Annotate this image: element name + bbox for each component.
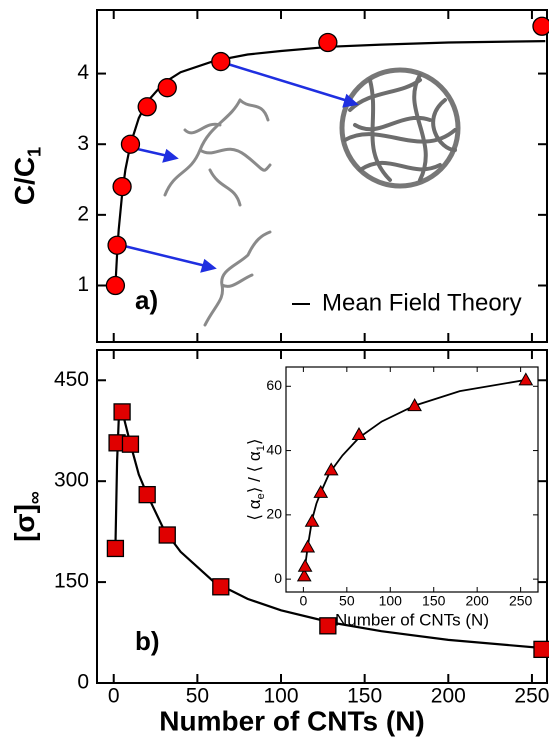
x-tick-label: 250 xyxy=(509,593,533,609)
arrow-head xyxy=(200,258,217,273)
y-axis-label-part: ⟨ α xyxy=(245,499,264,520)
y-tick-label: 0 xyxy=(274,570,282,586)
y-axis-label: ⟨ αe⟩ / ⟨ α1⟩ xyxy=(245,438,267,520)
data-point xyxy=(121,435,140,453)
data-point xyxy=(407,398,422,412)
plot-frame xyxy=(285,366,539,593)
x-tick-label: 200 xyxy=(465,593,489,609)
data-point xyxy=(112,176,132,197)
data-point xyxy=(532,16,549,36)
y-tick-label: 0 xyxy=(77,671,89,694)
y-axis-label-subscript: 1 xyxy=(24,147,44,157)
y-axis-label-part: C/C xyxy=(9,157,40,205)
data-point xyxy=(518,372,534,386)
cnt-pair xyxy=(203,230,272,327)
x-tick-label: 250 xyxy=(514,685,549,708)
y-tick-label: 2 xyxy=(77,202,89,225)
data-point xyxy=(113,403,131,421)
y-tick-label: 4 xyxy=(77,61,89,84)
y-tick-label: 300 xyxy=(54,469,89,492)
x-axis-label: Number of CNTs (N) xyxy=(159,705,424,736)
cnt-illustrations xyxy=(163,67,461,327)
arrow-head xyxy=(162,148,179,163)
data-point xyxy=(211,51,231,72)
data-point xyxy=(158,526,176,544)
data-point xyxy=(105,275,126,296)
data-point xyxy=(300,539,316,553)
cnt-ball xyxy=(339,67,461,189)
y-axis-label: [σ]∞ xyxy=(9,491,44,542)
y-axis-label-subscript: 1 xyxy=(255,445,267,451)
x-tick-label: 50 xyxy=(339,593,355,609)
data-point xyxy=(297,558,313,572)
x-tick-label: 150 xyxy=(422,593,446,609)
panel-label: a) xyxy=(135,285,158,315)
legend-label: Mean Field Theory xyxy=(322,289,522,316)
data-point xyxy=(313,484,329,498)
plot-frame xyxy=(96,9,548,343)
data-point xyxy=(212,578,230,596)
fit-curve xyxy=(114,40,546,286)
data-point xyxy=(157,78,177,98)
data-point xyxy=(323,462,339,476)
y-tick-label: 1 xyxy=(77,273,89,296)
y-axis-label-part: ⟩ / ⟨ α xyxy=(245,451,264,493)
panel-label: b) xyxy=(135,626,160,656)
arrow-head xyxy=(342,93,359,108)
cnt-ball-tubes xyxy=(343,73,457,182)
y-axis-label-part: [σ] xyxy=(9,504,40,542)
data-point xyxy=(304,513,320,527)
x-tick-label: 50 xyxy=(186,685,209,708)
data-point xyxy=(138,485,156,504)
y-axis-label-part: ⟩ xyxy=(245,438,264,445)
cnt-cluster xyxy=(163,98,272,207)
plot-frame xyxy=(96,349,548,684)
data-point xyxy=(318,32,338,53)
data-point xyxy=(319,617,337,635)
arrow xyxy=(132,146,169,158)
arrow xyxy=(217,59,349,103)
data-point xyxy=(296,568,312,582)
y-tick-label: 150 xyxy=(54,570,89,593)
data-point xyxy=(106,539,125,558)
data-point xyxy=(120,134,141,154)
y-tick-label: 60 xyxy=(266,377,282,393)
arrow xyxy=(119,243,207,268)
x-tick-label: 150 xyxy=(347,685,382,708)
y-axis-label-subscript: e xyxy=(255,493,267,499)
arrows xyxy=(119,59,359,273)
data-point xyxy=(107,235,127,255)
y-tick-label: 40 xyxy=(266,441,282,457)
y-tick-label: 20 xyxy=(266,506,282,522)
x-tick-label: 100 xyxy=(263,685,298,708)
y-axis-label: C/C1 xyxy=(9,147,44,205)
x-tick-label: 0 xyxy=(108,685,120,708)
x-axis-label: Number of CNTs (N) xyxy=(335,610,489,629)
y-tick-label: 3 xyxy=(77,132,89,155)
inset-background xyxy=(286,367,538,592)
data-point xyxy=(137,97,157,117)
y-axis-label-subscript: ∞ xyxy=(24,491,44,504)
x-tick-label: 100 xyxy=(379,593,403,609)
data-point xyxy=(533,640,549,659)
y-tick-label: 450 xyxy=(54,368,89,391)
x-tick-label: 200 xyxy=(431,685,466,708)
data-point xyxy=(351,426,367,440)
x-tick-label: 0 xyxy=(299,593,307,609)
